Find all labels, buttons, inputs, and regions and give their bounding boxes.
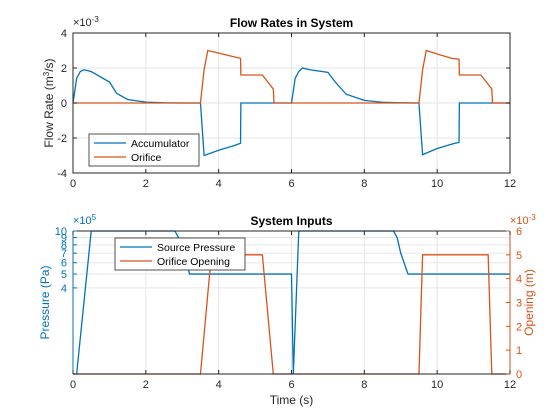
chart-title: System Inputs bbox=[250, 214, 332, 228]
x-tick-label: 8 bbox=[361, 178, 367, 190]
x-axis-label: Time (s) bbox=[270, 393, 314, 407]
y-right-tick-label: 4 bbox=[516, 274, 522, 286]
x-tick-label: 2 bbox=[143, 178, 149, 190]
y-tick-label: 5 bbox=[61, 269, 67, 281]
legend: Source Pressure Orifice Opening bbox=[114, 237, 246, 271]
legend-box bbox=[114, 237, 246, 271]
y-tick-label: 4 bbox=[61, 283, 67, 295]
x-tick-label: 0 bbox=[70, 379, 76, 391]
x-tick-label: 10 bbox=[431, 178, 443, 190]
legend-label: Orifice Opening bbox=[157, 256, 230, 268]
y-tick-label: 2 bbox=[61, 63, 67, 75]
x-tick-label: 2 bbox=[143, 379, 149, 391]
y-right-tick-label: 0 bbox=[516, 369, 522, 381]
legend-label: Accumulator bbox=[131, 138, 190, 150]
series-line-orifice bbox=[73, 49, 510, 104]
y-tick-label: 0 bbox=[61, 98, 67, 110]
x-tick-label: 4 bbox=[216, 178, 222, 190]
y-exponent-label: ×105 bbox=[73, 213, 97, 228]
y-tick-label: 4 bbox=[61, 28, 67, 40]
y-tick-label: 6 bbox=[61, 258, 67, 270]
y-axis-label: Flow Rate (m3/s) bbox=[42, 58, 57, 147]
x-tick-label: 12 bbox=[504, 379, 516, 391]
y-right-tick-label: 2 bbox=[516, 321, 522, 333]
legend-label: Orifice bbox=[131, 152, 161, 164]
x-tick-label: 10 bbox=[431, 379, 443, 391]
legend-box bbox=[88, 133, 200, 167]
x-tick-label: 12 bbox=[504, 178, 516, 190]
y-tick-label: 10 bbox=[55, 226, 67, 238]
chart-flow-rates: 0 2 4 6 8 10 12 -4 -2 0 2 4 ×10-3 Flow Rates in Syste… bbox=[42, 15, 517, 191]
legend-label: Source Pressure bbox=[157, 242, 235, 254]
y-tick-label: 8 bbox=[61, 240, 67, 252]
y-tick-label: -2 bbox=[57, 133, 67, 145]
y-right-tick-label: 5 bbox=[516, 250, 522, 262]
x-tick-label: 6 bbox=[288, 379, 294, 391]
y-axis-label: Pressure (Pa) bbox=[38, 265, 52, 339]
chart-title: Flow Rates in System bbox=[230, 16, 353, 30]
x-tick-label: 8 bbox=[361, 379, 367, 391]
y-tick-label: 9 bbox=[61, 233, 67, 245]
legend: Accumulator Orifice bbox=[88, 133, 200, 167]
y-right-exponent-label: ×10-3 bbox=[510, 213, 536, 228]
y-right-axis-label: Opening (m) bbox=[522, 269, 536, 336]
x-tick-label: 0 bbox=[70, 178, 76, 190]
y-right-tick-label: 6 bbox=[516, 226, 522, 238]
y-tick-label: 7 bbox=[61, 248, 67, 260]
y-exponent-label: ×10-3 bbox=[73, 15, 99, 30]
y-tick-label: -4 bbox=[57, 168, 67, 180]
y-right-tick-label: 3 bbox=[516, 298, 522, 310]
y-right-tick-label: 1 bbox=[516, 345, 522, 357]
x-tick-label: 4 bbox=[216, 379, 222, 391]
x-tick-label: 6 bbox=[288, 178, 294, 190]
